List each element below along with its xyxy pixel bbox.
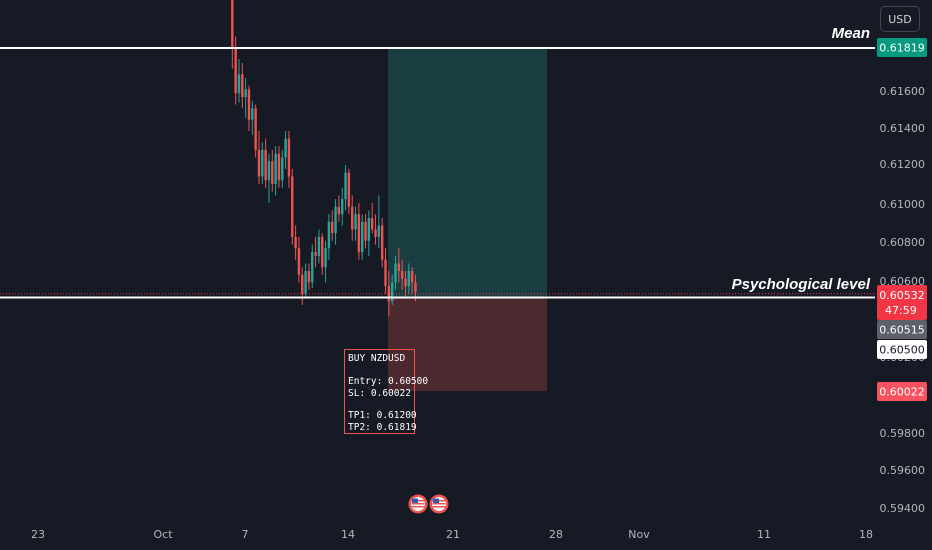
- candles-layer: [231, 0, 417, 317]
- x-tick: Oct: [153, 528, 173, 541]
- trade-box: BUY NZDUSD Entry: 0.60500 SL: 0.60022 TP…: [344, 349, 428, 434]
- us-flag-event-icon[interactable]: [408, 494, 428, 514]
- candle: [367, 210, 371, 256]
- candle: [347, 168, 351, 215]
- stop-price-tag: 0.60022: [877, 382, 927, 401]
- candle: [304, 263, 307, 298]
- candle: [281, 149, 284, 188]
- y-tick: 0.59600: [880, 464, 926, 477]
- candle: [247, 85, 251, 132]
- candle: [277, 146, 281, 188]
- candle: [357, 202, 361, 260]
- candle: [251, 100, 254, 135]
- candle: [354, 206, 357, 241]
- candle: [351, 195, 354, 241]
- candle: [387, 271, 391, 317]
- candle: [314, 236, 317, 268]
- current-price-tag: 0.60532 47:59: [877, 285, 927, 320]
- trade-entry: Entry: 0.60500: [348, 376, 428, 387]
- candle: [261, 142, 264, 185]
- candle: [267, 153, 271, 203]
- x-tick: 14: [341, 528, 355, 541]
- candle: [237, 59, 241, 103]
- candle: [380, 218, 384, 268]
- candle: [291, 168, 294, 245]
- x-tick: 11: [757, 528, 771, 541]
- candle: [410, 267, 414, 294]
- y-tick: 0.61400: [880, 122, 926, 135]
- stop-price-value: 0.60022: [879, 386, 925, 399]
- mean-price-value: 0.61819: [879, 42, 925, 55]
- y-tick: 0.61200: [880, 158, 926, 171]
- bar-countdown: 47:59: [885, 304, 917, 317]
- candle: [384, 248, 387, 294]
- gray-price-value: 0.60515: [879, 324, 925, 337]
- x-tick: Nov: [628, 528, 650, 541]
- candle: [377, 195, 381, 249]
- trade-sl: SL: 0.60022: [348, 388, 411, 399]
- entry-price-value: 0.60500: [879, 344, 925, 357]
- mean-label: Mean: [832, 25, 870, 42]
- candle: [370, 202, 374, 234]
- candle: [271, 149, 274, 192]
- candle: [311, 244, 314, 289]
- us-flag-event-icon[interactable]: [429, 494, 449, 514]
- candle: [394, 255, 397, 290]
- candle: [307, 263, 311, 290]
- entry-price-tag: 0.60500: [877, 340, 927, 359]
- candle: [327, 214, 331, 260]
- candle: [231, 0, 234, 69]
- candle: [274, 146, 277, 196]
- candle: [287, 131, 291, 188]
- candle: [254, 104, 257, 158]
- candle: [337, 195, 341, 222]
- target-zone[interactable]: [388, 48, 547, 298]
- candle: [317, 229, 321, 264]
- candle: [321, 233, 324, 275]
- trade-title: BUY NZDUSD: [348, 353, 405, 364]
- candle: [374, 214, 377, 245]
- y-tick: 0.61000: [880, 198, 926, 211]
- trade-tp1: TP1: 0.61200: [348, 410, 417, 421]
- candle: [334, 199, 337, 245]
- candle: [284, 131, 287, 169]
- y-tick: 0.60800: [880, 236, 926, 249]
- candle: [344, 165, 347, 211]
- y-tick: 0.59800: [880, 427, 926, 440]
- candle: [390, 274, 394, 306]
- candle: [324, 240, 327, 283]
- candle: [244, 78, 247, 118]
- candle: [407, 263, 411, 294]
- y-tick: 0.61600: [880, 85, 926, 98]
- candle: [264, 138, 267, 188]
- candle: [397, 248, 401, 283]
- candle: [241, 62, 244, 109]
- current-price-value: 0.60532: [879, 289, 925, 302]
- candle: [341, 187, 344, 226]
- x-tick: 18: [859, 528, 873, 541]
- mean-price-tag: 0.61819: [877, 38, 927, 57]
- candle: [294, 225, 297, 260]
- y-tick: 0.59400: [880, 502, 926, 515]
- candle: [400, 259, 404, 290]
- candle: [331, 210, 334, 241]
- candle: [404, 271, 407, 298]
- trade-tp2: TP2: 0.61819: [348, 422, 417, 433]
- candle: [364, 214, 367, 249]
- x-tick: 7: [242, 528, 249, 541]
- y-tick: 0.60600: [880, 275, 926, 288]
- gray-price-tag: 0.60515: [877, 320, 927, 339]
- candle: [257, 131, 261, 185]
- candle: [361, 214, 364, 260]
- currency-button[interactable]: USD: [880, 6, 920, 32]
- candle: [301, 267, 304, 306]
- candle: [297, 236, 301, 283]
- x-tick: 28: [549, 528, 563, 541]
- x-tick: 21: [446, 528, 460, 541]
- x-tick: 23: [31, 528, 45, 541]
- psychological-level-label: Psychological level: [732, 276, 871, 293]
